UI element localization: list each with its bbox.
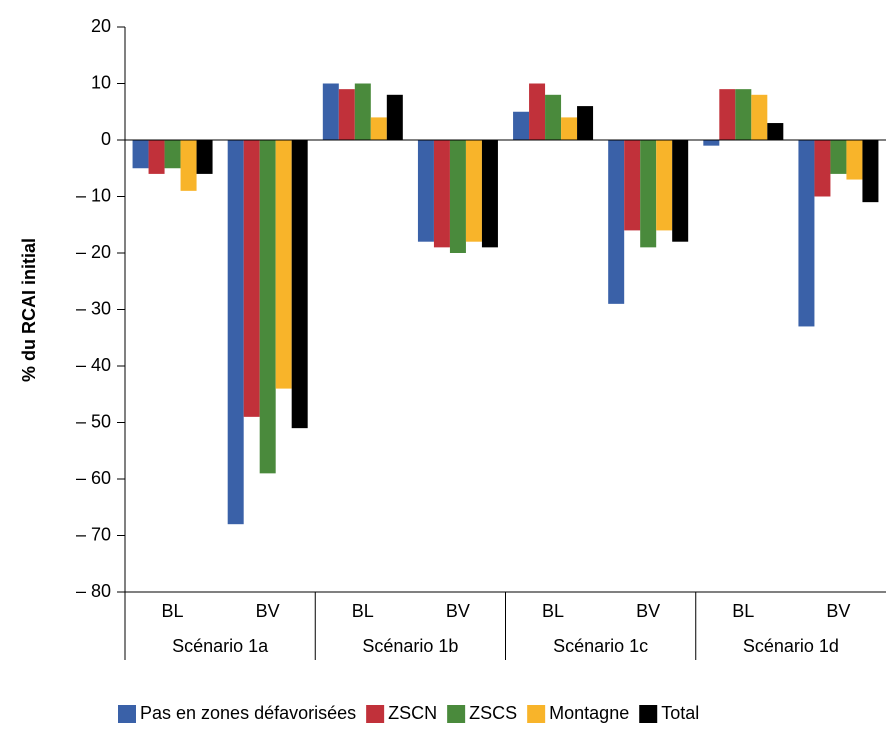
y-tick-label: – 80 [76, 581, 111, 601]
bar [624, 140, 641, 231]
y-tick-label: – 50 [76, 411, 111, 431]
bar [291, 140, 308, 429]
bar [180, 140, 197, 191]
y-tick-label: – 60 [76, 468, 111, 488]
bar [465, 140, 482, 242]
legend-swatch [447, 705, 466, 723]
legend-label: Montagne [549, 703, 629, 723]
bar [656, 140, 673, 231]
x-tick-label: BV [256, 601, 280, 621]
bar [338, 89, 355, 140]
legend-swatch [639, 705, 658, 723]
x-tick-label: BL [352, 601, 374, 621]
bar [227, 140, 244, 525]
bar [370, 117, 387, 140]
bar [751, 94, 768, 140]
x-tick-label: BL [732, 601, 754, 621]
bar [132, 140, 149, 169]
bar [814, 140, 831, 197]
bar [481, 140, 498, 248]
bar [703, 140, 720, 146]
group-label: Scénario 1c [553, 636, 648, 656]
x-tick-label: BL [542, 601, 564, 621]
legend-label: Pas en zones défavorisées [140, 703, 356, 723]
bar [545, 94, 562, 140]
bar [735, 89, 752, 140]
bar [196, 140, 213, 174]
bar [577, 106, 594, 140]
bar [529, 83, 546, 140]
group-label: Scénario 1b [362, 636, 458, 656]
bar [798, 140, 815, 327]
bar [830, 140, 847, 174]
x-tick-label: BV [446, 601, 470, 621]
x-tick-label: BV [826, 601, 850, 621]
legend-label: ZSCS [469, 703, 517, 723]
bar [767, 123, 784, 140]
y-tick-label: – 40 [76, 355, 111, 375]
bar [322, 83, 339, 140]
bar [433, 140, 450, 248]
bar [719, 89, 736, 140]
group-label: Scénario 1d [743, 636, 839, 656]
y-tick-label: – 20 [76, 242, 111, 262]
x-tick-label: BL [162, 601, 184, 621]
bar [354, 83, 371, 140]
bar [275, 140, 292, 389]
bar [243, 140, 260, 417]
legend-swatch [527, 705, 546, 723]
bar [164, 140, 181, 169]
bar [259, 140, 276, 474]
bar [862, 140, 879, 203]
bar [608, 140, 625, 304]
bar [640, 140, 657, 248]
y-tick-label: – 30 [76, 298, 111, 318]
y-tick-label: – 70 [76, 524, 111, 544]
group-label: Scénario 1a [172, 636, 269, 656]
y-tick-label: 20 [91, 16, 111, 36]
legend-label: ZSCN [388, 703, 437, 723]
y-tick-label: – 10 [76, 185, 111, 205]
bar [846, 140, 863, 180]
y-tick-label: 10 [91, 72, 111, 92]
x-tick-label: BV [636, 601, 660, 621]
bar [513, 111, 530, 140]
bar [449, 140, 466, 253]
legend-swatch [118, 705, 136, 723]
bar [672, 140, 689, 242]
bar [386, 94, 403, 140]
bar [561, 117, 578, 140]
y-axis-label: % du RCAI initial [19, 238, 39, 382]
y-tick-label: 0 [101, 129, 111, 149]
legend-swatch [366, 705, 385, 723]
legend-label: Total [661, 703, 699, 723]
bar [417, 140, 434, 242]
bar [148, 140, 165, 174]
